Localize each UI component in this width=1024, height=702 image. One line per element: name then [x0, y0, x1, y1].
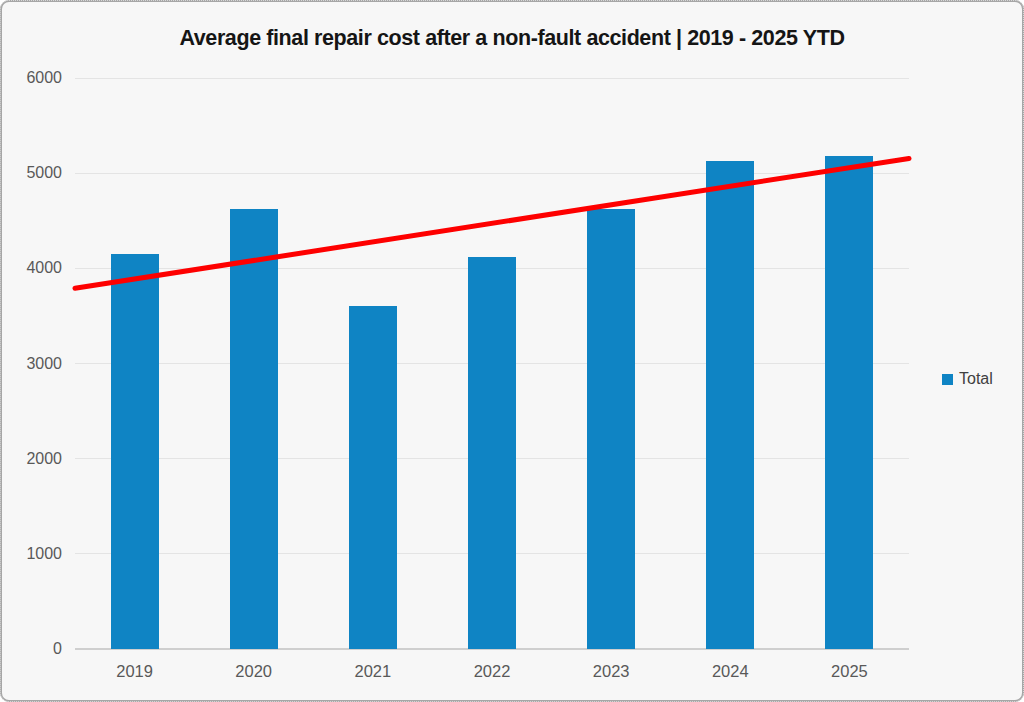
- bar-2023: [587, 209, 635, 649]
- chart-canvas: Average final repair cost after a non-fa…: [0, 0, 1024, 702]
- x-tick-label: 2021: [328, 661, 418, 681]
- y-tick-label: 6000: [2, 68, 62, 88]
- y-tick-label: 2000: [2, 449, 62, 469]
- bar-2019: [111, 254, 159, 649]
- gridline: [75, 78, 909, 79]
- x-tick-label: 2024: [685, 661, 775, 681]
- legend-swatch-icon: [942, 374, 953, 385]
- y-tick-label: 4000: [2, 258, 62, 278]
- legend-label: Total: [959, 370, 993, 388]
- y-tick-label: 5000: [2, 163, 62, 183]
- x-tick-label: 2020: [209, 661, 299, 681]
- gridline: [75, 173, 909, 174]
- y-tick-label: 1000: [2, 544, 62, 564]
- y-tick-label: 0: [2, 639, 62, 659]
- x-tick-label: 2022: [447, 661, 537, 681]
- legend: Total: [942, 370, 993, 388]
- bar-2020: [230, 209, 278, 649]
- x-tick-label: 2019: [90, 661, 180, 681]
- x-tick-label: 2023: [566, 661, 656, 681]
- bar-2021: [349, 306, 397, 649]
- bar-2022: [468, 257, 516, 649]
- y-tick-label: 3000: [2, 354, 62, 374]
- bar-2024: [706, 161, 754, 649]
- x-tick-label: 2025: [804, 661, 894, 681]
- bar-2025: [825, 156, 873, 649]
- plot-area: 0 1000 2000 3000 4000 5000 6000 2019 2020 2021 202…: [2, 2, 1024, 702]
